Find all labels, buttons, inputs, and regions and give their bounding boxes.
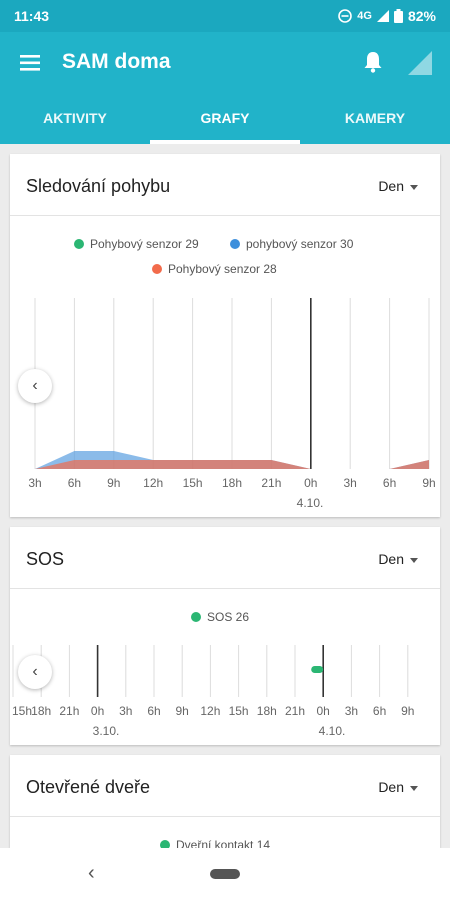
range-value: Den — [378, 551, 404, 567]
legend-label: Dveřní kontakt 14 — [176, 838, 271, 848]
legend-dot — [152, 264, 162, 274]
hamburger-menu-icon[interactable] — [18, 52, 44, 74]
chevron-down-icon — [410, 785, 418, 791]
card-header: Sledování pohybu Den — [10, 154, 440, 216]
card-title: Otevřené dveře — [26, 777, 151, 797]
card-header: Otevřené dveře Den — [10, 755, 440, 817]
x-tick-label: 6h — [372, 704, 387, 718]
x-tick-label: 0h — [90, 704, 105, 718]
app-bar: SAM doma — [0, 32, 450, 94]
date-label: 3.10. — [92, 724, 120, 738]
legend-label: pohybový senzor 30 — [246, 237, 354, 251]
x-tick-label: 3h — [28, 476, 42, 490]
sos-chart[interactable] — [10, 643, 440, 699]
sos-event-marker — [311, 666, 324, 673]
battery-percent: 82% — [407, 8, 436, 24]
legend-label: Pohybový senzor 28 — [168, 262, 277, 276]
app-title: SAM doma — [62, 50, 171, 73]
date-label: 4.10. — [296, 496, 324, 510]
x-tick-label: 21h — [59, 704, 80, 718]
card-title: Sledování pohybu — [26, 176, 171, 196]
range-value: Den — [378, 779, 404, 795]
tab-grafy[interactable]: GRAFY — [150, 94, 300, 144]
legend-item[interactable]: SOS 26 — [191, 610, 249, 624]
chevron-left-icon: ‹ — [32, 377, 38, 394]
x-tick-label: 12h — [143, 476, 164, 490]
status-bar: 11:43 4G 82% — [0, 0, 450, 32]
x-tick-label: 3h — [344, 704, 359, 718]
x-tick-label: 21h — [284, 704, 306, 718]
legend-label: SOS 26 — [207, 610, 250, 624]
card-header: SOS Den — [10, 527, 440, 589]
back-icon[interactable]: ‹ — [88, 862, 95, 884]
sos-chart-card: SOS Den SOS 26 ‹ 15h 18h 21h 0h 3h 6h 9h 12h 15h… — [10, 527, 440, 745]
home-pill-icon[interactable] — [210, 869, 240, 879]
notifications-bell-icon[interactable] — [359, 48, 387, 76]
x-tick-label: 15h — [228, 704, 249, 718]
x-tick-label: 6h — [382, 476, 397, 490]
range-value: Den — [378, 178, 404, 194]
x-tick-label: 0h — [316, 704, 330, 718]
legend-item[interactable]: Pohybový senzor 28 — [152, 262, 277, 276]
x-tick-label: 15h — [11, 704, 33, 718]
motion-chart-card: Sledování pohybu Den Pohybový senzor 29 … — [10, 154, 440, 517]
range-dropdown[interactable]: Den — [378, 779, 418, 795]
legend-label: Pohybový senzor 29 — [90, 237, 199, 251]
x-tick-label: 0h — [304, 476, 318, 490]
series-area — [35, 460, 429, 469]
status-icons: 4G 82% — [338, 8, 436, 24]
motion-chart[interactable] — [10, 294, 440, 474]
card-title: SOS — [26, 549, 65, 569]
x-tick-label: 9h — [422, 476, 436, 490]
x-tick-label: 9h — [175, 704, 189, 718]
x-tick-label: 9h — [107, 476, 121, 490]
range-dropdown[interactable]: Den — [378, 178, 418, 194]
tab-kamery[interactable]: KAMERY — [344, 110, 406, 126]
legend-item[interactable]: Pohybový senzor 29 — [74, 237, 199, 251]
chart-prev-button[interactable]: ‹ — [18, 655, 52, 689]
x-tick-label: 12h — [200, 704, 221, 718]
legend-item[interactable]: pohybový senzor 30 — [230, 237, 353, 251]
chart-prev-button[interactable]: ‹ — [18, 369, 52, 403]
x-tick-label: 9h — [401, 704, 415, 718]
chevron-down-icon — [410, 557, 418, 563]
x-tick-label: 15h — [182, 476, 203, 490]
x-tick-label: 18h — [256, 704, 277, 718]
x-tick-label: 3h — [119, 704, 133, 718]
chevron-left-icon: ‹ — [32, 663, 38, 680]
legend-dot — [160, 840, 170, 848]
range-dropdown[interactable]: Den — [378, 551, 418, 567]
x-tick-label: 6h — [67, 476, 82, 490]
tab-aktivity[interactable]: AKTIVITY — [43, 110, 107, 126]
x-tick-label: 3h — [343, 476, 357, 490]
connection-status-icon[interactable] — [406, 49, 434, 77]
door-chart-card: Otevřené dveře Den Dveřní kontakt 14 — [10, 755, 440, 848]
network-type: 4G — [357, 10, 372, 22]
x-tick-label: 18h — [221, 476, 243, 490]
legend-dot — [191, 612, 201, 622]
x-tick-label: 18h — [31, 704, 52, 718]
date-label: 4.10. — [318, 724, 346, 738]
x-tick-label: 6h — [147, 704, 161, 718]
tab-bar: AKTIVITY GRAFY KAMERY — [0, 94, 450, 144]
status-time: 11:43 — [14, 8, 50, 24]
system-nav-bar: ‹ — [0, 848, 450, 900]
legend-dot — [230, 239, 240, 249]
chevron-down-icon — [410, 184, 418, 190]
do-not-disturb-icon — [338, 9, 353, 23]
legend-item[interactable]: Dveřní kontakt 14 — [160, 838, 270, 848]
legend-dot — [74, 239, 84, 249]
battery-icon — [393, 9, 403, 23]
cell-signal-icon — [376, 10, 389, 22]
x-tick-label: 21h — [261, 476, 282, 490]
